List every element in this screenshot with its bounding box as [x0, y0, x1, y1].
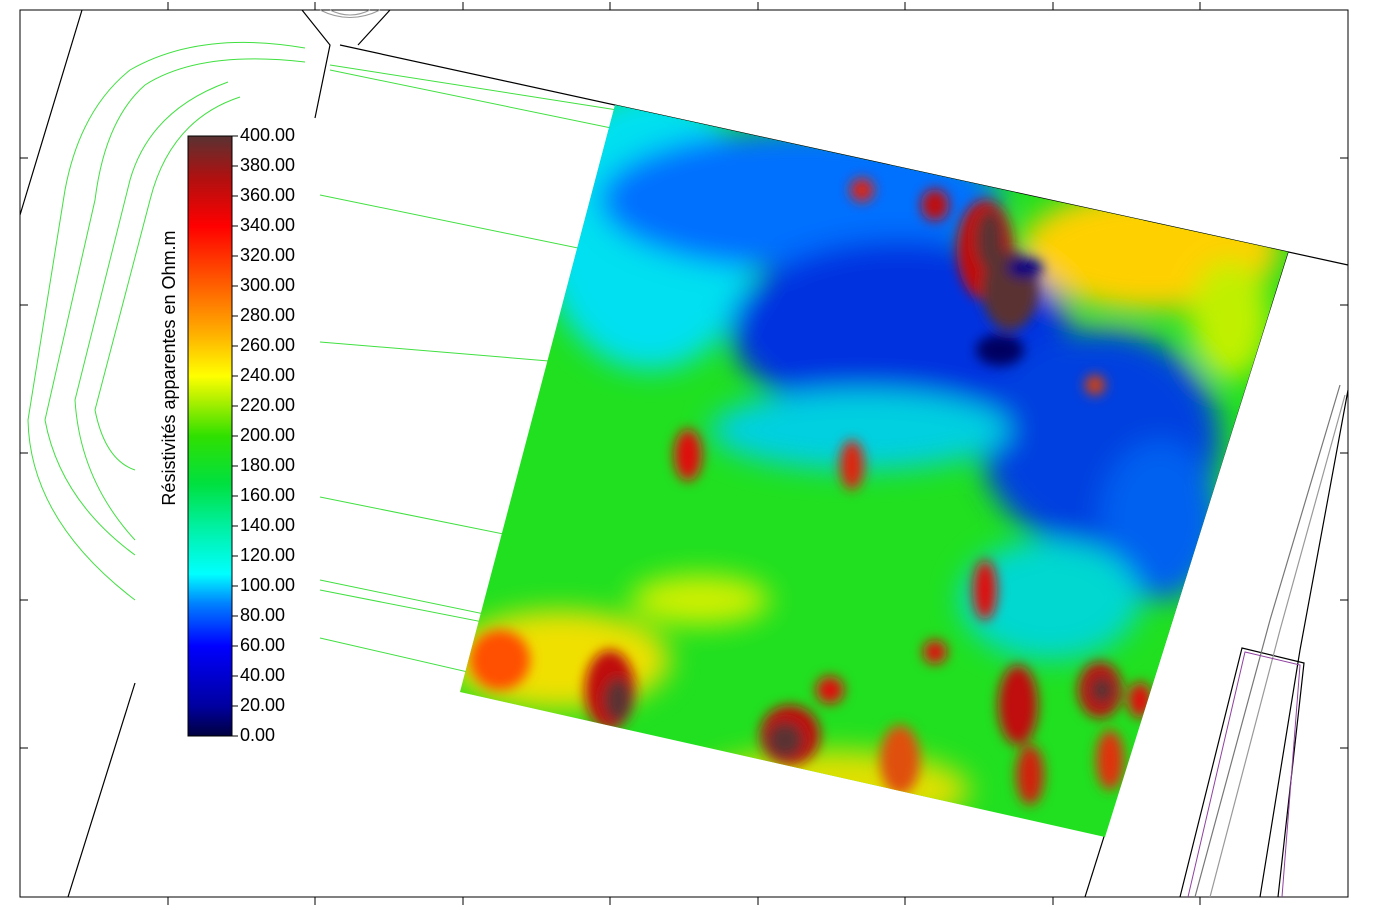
resistivity-surface	[460, 105, 1288, 837]
tick-label: 140.00	[240, 515, 295, 535]
frame-ticks	[20, 2, 1348, 905]
tick-label: 340.00	[240, 215, 295, 235]
tick-label: 220.00	[240, 395, 295, 415]
tick-label: 60.00	[240, 635, 285, 655]
color-bar-label: Résistivités apparentes en Ohm.m	[159, 230, 179, 505]
tick-label: 20.00	[240, 695, 285, 715]
tick-label: 320.00	[240, 245, 295, 265]
tick-label: 280.00	[240, 305, 295, 325]
parcel	[1187, 651, 1301, 898]
tick-label: 100.00	[240, 575, 295, 595]
tick-label: 400.00	[240, 125, 295, 145]
tick-label: 360.00	[240, 185, 295, 205]
tick-label: 40.00	[240, 665, 285, 685]
tick-label: 0.00	[240, 725, 275, 745]
tick-label: 200.00	[240, 425, 295, 445]
tick-label: 120.00	[240, 545, 295, 565]
color-bar-ticks: 0.00 20.00 40.00 60.00 80.00 100.00 120.00 140.…	[232, 125, 295, 745]
tick-label: 80.00	[240, 605, 285, 625]
tick-label: 300.00	[240, 275, 295, 295]
tick-label: 260.00	[240, 335, 295, 355]
tick-label: 180.00	[240, 455, 295, 475]
contour	[319, 9, 381, 18]
tick-label: 380.00	[240, 155, 295, 175]
color-bar	[187, 135, 233, 737]
tick-label: 240.00	[240, 365, 295, 385]
tick-label: 160.00	[240, 485, 295, 505]
